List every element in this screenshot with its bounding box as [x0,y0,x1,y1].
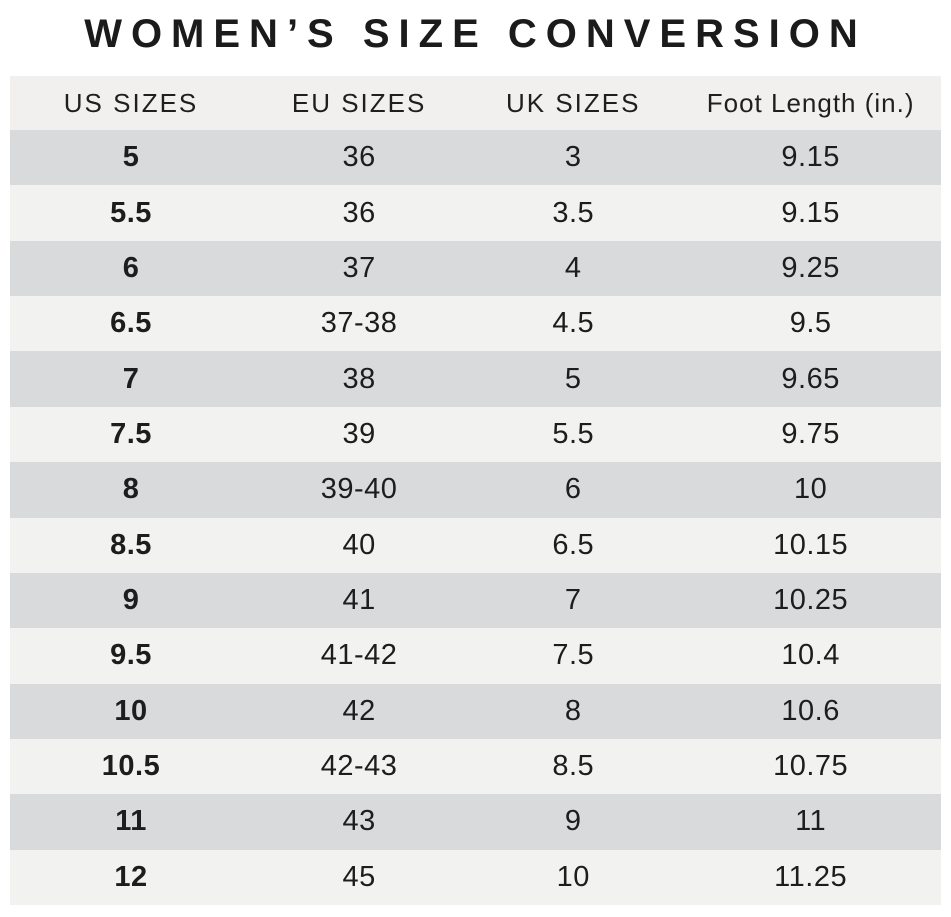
cell-foot-length: 10.6 [781,694,840,727]
page-title: WOMEN’S SIZE CONVERSION [84,12,867,56]
cell-eu-size: 40 [342,528,376,561]
table-row: 10.5 42-43 8.5 10.75 [10,738,941,795]
cell-eu-size: 38 [342,362,376,395]
cell-eu-size: 43 [342,805,376,838]
column-header-eu-sizes: EU SIZES [291,87,427,118]
cell-us-size: 5 [122,141,140,174]
cell-uk-size: 7 [564,584,582,617]
table-row: 11 43 9 11 [10,794,941,850]
cell-uk-size: 6.5 [552,528,595,561]
size-conversion-table: US SIZES EU SIZES UK SIZES Foot Length (… [10,76,941,906]
cell-uk-size: 4 [564,251,582,284]
cell-foot-length: 10.25 [773,584,849,617]
cell-uk-size: 10 [556,860,590,893]
cell-foot-length: 9.15 [781,196,840,229]
column-header-foot-length: Foot Length (in.) [706,87,915,118]
cell-uk-size: 7.5 [552,639,595,672]
cell-eu-size: 37-38 [320,307,398,340]
cell-uk-size: 9 [564,805,582,838]
cell-us-size: 8 [122,473,140,506]
table-row: 8 39-40 6 10 [10,462,941,518]
table-row: 5.5 36 3.5 9.15 [10,185,941,241]
column-header-us-sizes: US SIZES [63,87,199,118]
cell-eu-size: 41-42 [320,639,398,672]
cell-us-size: 7.5 [110,417,152,450]
cell-us-size: 7 [122,362,140,395]
cell-us-size: 5.5 [110,196,152,229]
cell-foot-length: 9.65 [781,362,840,395]
cell-us-size: 9.5 [110,639,152,672]
table-row: 7.5 39 5.5 9.75 [10,406,941,463]
cell-us-size: 10.5 [101,750,161,783]
cell-foot-length: 9.15 [781,141,840,174]
table-row: 8.5 40 6.5 10.15 [10,517,941,573]
cell-uk-size: 3.5 [552,196,595,229]
table-row: 6 37 4 9.25 [10,240,941,297]
cell-eu-size: 39-40 [320,473,398,506]
cell-us-size: 12 [114,860,148,893]
cell-eu-size: 36 [342,196,376,229]
cell-eu-size: 39 [342,417,376,450]
cell-foot-length: 10 [794,473,828,506]
cell-foot-length: 9.25 [781,251,840,284]
cell-foot-length: 10.75 [773,750,849,783]
table-row: 5 36 3 9.15 [10,130,941,186]
cell-eu-size: 42 [342,694,376,727]
cell-uk-size: 4.5 [552,307,595,340]
cell-uk-size: 3 [564,141,582,174]
cell-uk-size: 8.5 [552,750,595,783]
cell-us-size: 9 [122,584,140,617]
cell-eu-size: 36 [342,141,376,174]
table-body: 5 36 3 9.15 5.5 36 3.5 9.15 6 37 4 9.25 6.5 37-38 4.5 9… [10,130,941,906]
cell-foot-length: 9.75 [781,417,840,450]
cell-eu-size: 41 [342,584,376,617]
cell-eu-size: 42-43 [320,750,398,783]
cell-foot-length: 11.25 [774,860,848,893]
cell-uk-size: 5 [564,362,582,395]
cell-us-size: 6.5 [110,307,152,340]
cell-foot-length: 10.15 [773,528,849,561]
cell-us-size: 11 [115,805,147,838]
table-row: 7 38 5 9.65 [10,351,941,407]
cell-foot-length: 9.5 [789,307,832,340]
table-row: 9.5 41-42 7.5 10.4 [10,628,941,684]
column-header-uk-sizes: UK SIZES [505,87,641,118]
cell-eu-size: 37 [342,251,376,284]
cell-uk-size: 5.5 [552,417,595,450]
cell-foot-length: 10.4 [781,639,840,672]
cell-us-size: 10 [114,694,148,727]
cell-uk-size: 6 [564,473,582,506]
table-row: 10 42 8 10.6 [10,683,941,739]
cell-uk-size: 8 [564,694,582,727]
cell-eu-size: 45 [342,860,376,893]
table-row: 9 41 7 10.25 [10,572,941,629]
cell-us-size: 8.5 [110,528,152,561]
cell-foot-length: 11 [795,805,827,838]
table-row: 12 45 10 11.25 [10,849,941,906]
table-row: 6.5 37-38 4.5 9.5 [10,296,941,352]
cell-us-size: 6 [122,251,140,284]
table-header-row: US SIZES EU SIZES UK SIZES Foot Length (… [10,76,941,130]
